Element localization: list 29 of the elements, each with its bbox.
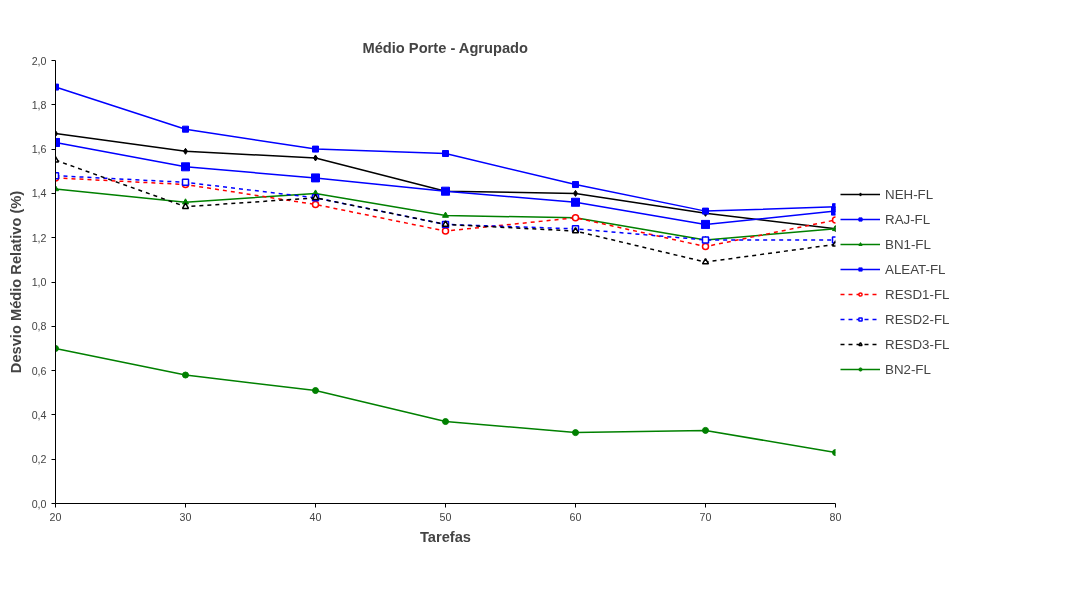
y-tick-label: 0,4 bbox=[31, 408, 47, 421]
x-tick-label: 30 bbox=[179, 510, 192, 523]
y-tick-label: 1,0 bbox=[31, 276, 47, 288]
legend-label: RESD1-FL bbox=[885, 286, 950, 302]
legend-label: RAJ-FL bbox=[885, 211, 931, 227]
legend-label: RESD3-FL bbox=[885, 336, 950, 352]
legend-label: RESD2-FL bbox=[885, 311, 950, 327]
x-tick-label: 70 bbox=[699, 510, 712, 523]
x-tick-label: 20 bbox=[49, 510, 62, 523]
legend-label: BN1-FL bbox=[885, 236, 931, 252]
y-tick-label: 0,2 bbox=[31, 453, 47, 466]
y-tick-label: 0,8 bbox=[31, 320, 47, 333]
y-tick-label: 0,6 bbox=[31, 364, 47, 377]
y-tick-label: 1,2 bbox=[31, 231, 47, 244]
y-tick-label: 1,6 bbox=[31, 143, 47, 156]
y-tick-label: 0,0 bbox=[31, 497, 47, 510]
x-tick-label: 60 bbox=[569, 510, 582, 523]
x-tick-label: 80 bbox=[829, 510, 842, 523]
y-tick-label: 2,0 bbox=[31, 54, 47, 67]
y-tick-label: 1,8 bbox=[31, 98, 47, 111]
chart-title: Médio Porte - Agrupado bbox=[362, 39, 529, 56]
legend-label: BN2-FL bbox=[885, 361, 931, 377]
x-tick-label: 40 bbox=[309, 510, 322, 523]
x-tick-label: 50 bbox=[439, 510, 452, 523]
legend-label: ALEAT-FL bbox=[885, 261, 946, 277]
y-axis-title: Desvio Médio Relativo (%) bbox=[7, 190, 24, 374]
legend-label: NEH-FL bbox=[885, 186, 934, 202]
x-axis-title: Tarefas bbox=[419, 528, 472, 545]
y-tick-label: 1,4 bbox=[31, 187, 47, 200]
